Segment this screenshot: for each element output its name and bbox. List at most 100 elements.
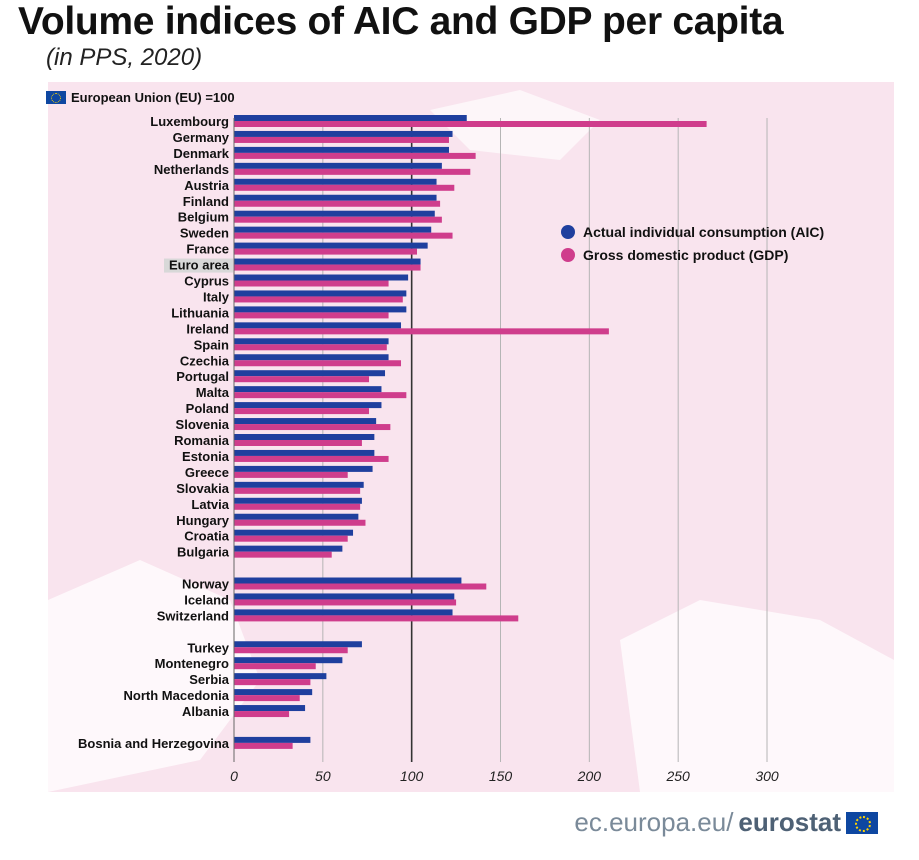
eu-reference-note: European Union (EU) =100 (46, 90, 235, 105)
bar-aic (234, 322, 402, 329)
bar-aic (234, 449, 375, 456)
bar-aic (234, 162, 442, 169)
legend-swatch-gdp (561, 248, 575, 262)
bar-gdp (234, 232, 453, 239)
bar-aic (234, 497, 362, 504)
bar-aic (234, 370, 386, 377)
bar-gdp (234, 264, 421, 271)
bar-gdp (234, 551, 332, 558)
eu-flag-icon (46, 91, 66, 104)
bar-gdp (234, 312, 389, 319)
category-label: Germany (173, 130, 230, 145)
category-label: Croatia (184, 529, 230, 544)
bar-gdp (234, 376, 370, 383)
bar-gdp (234, 392, 407, 399)
category-label: Iceland (184, 592, 229, 607)
bar-aic (234, 609, 453, 616)
bar-gdp (234, 344, 387, 351)
category-label: Poland (186, 401, 229, 416)
bar-aic (234, 290, 407, 297)
bar-aic (234, 242, 428, 249)
x-tick-label: 200 (577, 768, 602, 784)
bar-gdp (234, 328, 609, 335)
x-tick-label: 300 (755, 768, 779, 784)
category-label: Spain (194, 337, 229, 352)
x-tick-label: 100 (400, 768, 424, 784)
bar-aic (234, 513, 359, 520)
bar-gdp (234, 184, 455, 191)
bar-aic (234, 146, 449, 153)
bar-aic (234, 354, 389, 361)
bar-gdp (234, 695, 300, 702)
bar-gdp (234, 711, 290, 718)
eu-reference-label: European Union (EU) =100 (71, 90, 235, 105)
legend-item-aic: Actual individual consumption (AIC) (561, 224, 824, 240)
bar-gdp (234, 615, 519, 622)
bar-aic (234, 418, 377, 425)
legend-swatch-aic (561, 225, 575, 239)
category-label: France (186, 242, 229, 257)
bar-aic (234, 226, 432, 233)
category-label: Finland (183, 194, 229, 209)
legend-label-gdp: Gross domestic product (GDP) (583, 247, 789, 263)
chart-subtitle: (in PPS, 2020) (46, 44, 203, 71)
bar-gdp (234, 200, 441, 207)
category-label: Denmark (173, 146, 229, 161)
bar-gdp (234, 216, 442, 223)
category-label: Netherlands (154, 162, 229, 177)
category-label: Switzerland (157, 608, 229, 623)
x-tick-label: 250 (665, 768, 690, 784)
bar-aic (234, 529, 354, 536)
category-label: North Macedonia (124, 688, 230, 703)
category-label: Slovakia (176, 481, 230, 496)
x-tick-label: 150 (489, 768, 513, 784)
bar-aic (234, 115, 467, 121)
bar-gdp (234, 742, 293, 749)
bar-aic (234, 657, 343, 664)
category-label: Hungary (176, 513, 230, 528)
bar-gdp (234, 471, 348, 478)
bar-aic (234, 689, 313, 696)
category-label: Belgium (178, 210, 229, 225)
bar-gdp (234, 487, 361, 494)
category-label: Malta (196, 385, 230, 400)
category-label: Bulgaria (177, 545, 230, 560)
footer-prefix: ec.europa.eu/ (574, 807, 734, 837)
bar-gdp (234, 360, 402, 367)
category-label: Cyprus (184, 274, 229, 289)
bar-gdp (234, 583, 487, 590)
bar-aic (234, 736, 311, 743)
category-label: Romania (174, 433, 230, 448)
category-label: Portugal (176, 369, 229, 384)
bar-gdp (234, 136, 449, 143)
legend-item-gdp: Gross domestic product (GDP) (561, 247, 788, 263)
category-label: Euro area (169, 258, 230, 273)
category-label: Slovenia (176, 417, 230, 432)
chart-title: Volume indices of AIC and GDP per capita (18, 0, 784, 43)
bar-aic (234, 274, 409, 281)
euro-area-highlight (164, 258, 233, 273)
bar-aic (234, 593, 455, 600)
bar-gdp (234, 599, 457, 606)
bar-aic (234, 705, 306, 712)
category-label: Lithuania (171, 305, 230, 320)
bar-aic (234, 178, 437, 185)
category-label: Albania (182, 704, 230, 719)
bar-aic (234, 402, 382, 409)
bar-aic (234, 577, 462, 584)
footer-source: ec.europa.eu/eurostat (574, 807, 878, 838)
bar-gdp (234, 408, 370, 415)
eu-flag-icon (846, 811, 878, 834)
bar-gdp (234, 424, 391, 431)
category-label: Luxembourg (150, 114, 229, 129)
bar-aic (234, 258, 421, 265)
category-label: Italy (203, 289, 230, 304)
bar-aic (234, 210, 435, 217)
category-label: Montenegro (155, 656, 229, 671)
category-label: Ireland (186, 321, 229, 336)
bar-aic (234, 545, 343, 552)
legend-label-aic: Actual individual consumption (AIC) (583, 224, 825, 240)
bar-aic (234, 481, 364, 488)
bar-aic (234, 386, 382, 393)
